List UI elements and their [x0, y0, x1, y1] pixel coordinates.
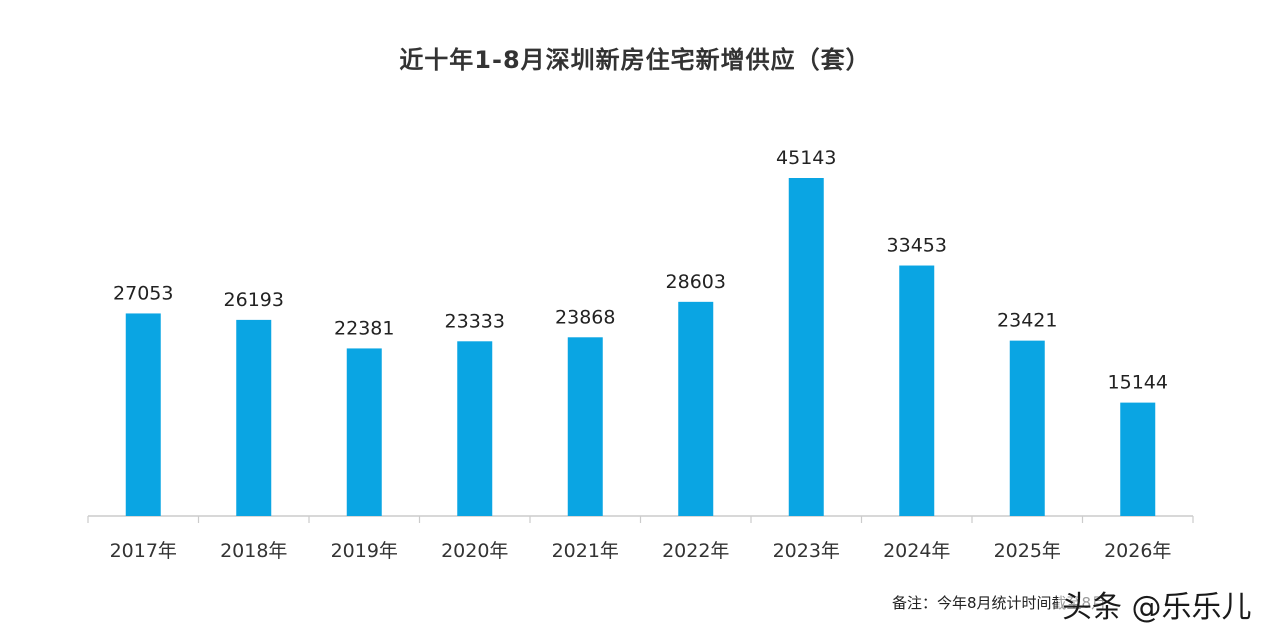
bar-2017年: [125, 313, 161, 516]
data-label: 45143: [776, 147, 836, 169]
bar-2021年: [567, 337, 603, 516]
data-label: 23421: [997, 310, 1057, 332]
data-label: 27053: [113, 282, 173, 304]
data-label: 23868: [555, 306, 615, 328]
data-label: 26193: [224, 289, 284, 311]
x-tick-label: 2020年: [441, 540, 508, 562]
bar-2026年: [1120, 402, 1156, 516]
bar-2023年: [788, 178, 824, 516]
bar-2022年: [678, 301, 714, 516]
data-label: 33453: [887, 235, 947, 257]
x-tick-label: 2024年: [883, 540, 950, 562]
x-tick-label: 2023年: [773, 540, 840, 562]
bar-2018年: [236, 319, 272, 516]
x-tick-label: 2026年: [1104, 540, 1171, 562]
x-tick-label: 2025年: [994, 540, 1061, 562]
x-tick-label: 2022年: [662, 540, 729, 562]
bar-2025年: [1009, 340, 1045, 516]
bar-2024年: [899, 265, 935, 516]
bar-2020年: [457, 341, 493, 516]
data-label: 22381: [334, 317, 394, 339]
x-tick-label: 2019年: [331, 540, 398, 562]
data-label: 23333: [445, 310, 505, 332]
chart-title: 近十年1-8月深圳新房住宅新增供应（套）: [399, 46, 871, 74]
footnote: 备注：今年8月统计时间截至8月: [892, 594, 1107, 612]
watermark: 头条 @乐乐儿: [1058, 582, 1256, 626]
bar-2019年: [346, 348, 382, 516]
x-tick-label: 2021年: [552, 540, 619, 562]
data-label: 15144: [1108, 372, 1168, 394]
data-label: 28603: [666, 271, 726, 293]
x-tick-label: 2018年: [220, 540, 287, 562]
x-tick-label: 2017年: [110, 540, 177, 562]
